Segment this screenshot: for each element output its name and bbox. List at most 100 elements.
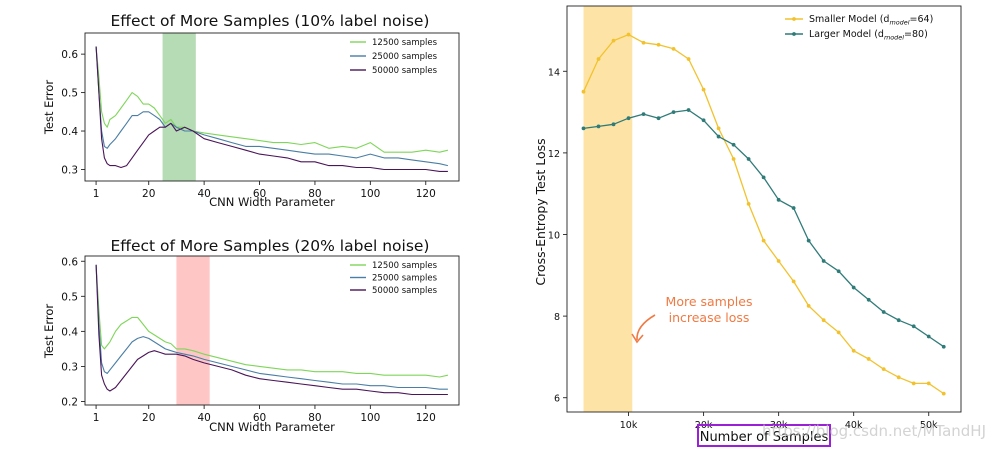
x-tick-label: 80 xyxy=(308,188,321,200)
data-point xyxy=(596,124,601,129)
x-tick-label: 10k xyxy=(620,420,638,431)
annotation-arrow xyxy=(636,314,656,341)
data-point xyxy=(746,157,751,161)
data-point xyxy=(926,381,931,386)
data-point xyxy=(716,134,721,139)
data-point xyxy=(641,40,646,45)
data-point xyxy=(776,197,781,202)
data-point xyxy=(851,348,856,353)
legend-label: 50000 samples xyxy=(372,66,438,76)
y-tick-label: 0.3 xyxy=(61,164,78,176)
data-point xyxy=(671,110,676,114)
legend-label: 25000 samples xyxy=(372,274,438,284)
y-tick-label: 0.4 xyxy=(61,326,78,338)
x-axis-label-box xyxy=(697,424,831,447)
x-axis-label: Number of Samples xyxy=(700,430,829,445)
y-axis-label: Test Error xyxy=(42,80,56,136)
data-point xyxy=(911,324,916,329)
data-point xyxy=(821,259,826,263)
y-tick-label: 0.3 xyxy=(61,361,78,373)
data-point xyxy=(731,157,736,161)
legend: 12500 samples 25000 samples 50000 samples xyxy=(350,261,438,296)
plot-frame xyxy=(566,5,962,413)
data-point xyxy=(581,89,586,94)
watermark: https://blog.csdn.net/MTandHJ xyxy=(762,422,986,440)
y-tick-label: 0.5 xyxy=(61,88,78,100)
data-point xyxy=(791,206,796,210)
data-point xyxy=(866,297,871,302)
x-tick-label: 80 xyxy=(308,412,321,424)
y-tick-label: 14 xyxy=(548,67,560,78)
panel-10pct-noise: Effect of More Samples (10% label noise)… xyxy=(42,12,460,209)
x-tick-layer: 1 20 40 60 80 100 120 xyxy=(93,181,436,200)
data-point xyxy=(941,344,946,349)
y-tick-label: 6 xyxy=(554,394,560,405)
data-point xyxy=(776,259,781,263)
highlight-band xyxy=(176,256,210,405)
y-tick-label: 8 xyxy=(554,312,560,323)
data-point xyxy=(701,118,706,123)
legend-label: 12500 samples xyxy=(372,38,438,48)
y-tick-label: 12 xyxy=(548,149,560,160)
y-tick-label: 0.4 xyxy=(61,126,78,138)
series-layer xyxy=(95,264,449,396)
data-point xyxy=(641,112,646,117)
data-point xyxy=(611,122,616,127)
data-point xyxy=(791,279,796,284)
annotation: More samples increase loss xyxy=(631,294,752,344)
data-point xyxy=(806,238,811,243)
x-tick-label: 40 xyxy=(197,412,210,424)
y-tick-label: 0.5 xyxy=(61,291,78,303)
highlight-band xyxy=(583,6,633,412)
legend-label: 25000 samples xyxy=(372,52,438,62)
annotation-line-2: increase loss xyxy=(669,310,750,325)
data-point xyxy=(926,334,931,339)
data-point xyxy=(941,391,946,396)
data-point xyxy=(806,304,811,308)
y-axis-label: Cross-Entropy Test Loss xyxy=(533,138,548,285)
chart-title: Effect of More Samples (10% label noise) xyxy=(111,12,430,30)
highlight-band xyxy=(162,33,196,181)
x-tick-layer: 1 20 40 60 80 100 120 xyxy=(93,405,436,424)
legend-marker xyxy=(792,17,796,21)
data-point xyxy=(896,375,901,380)
y-tick-label: 10 xyxy=(548,231,560,242)
legend: Smaller Model (dmodel=64) Larger Model (d… xyxy=(785,14,933,42)
series-line-2 xyxy=(95,46,448,172)
data-point xyxy=(851,285,856,290)
data-point xyxy=(656,116,661,121)
x-tick-label: 100 xyxy=(360,412,380,424)
y-tick-label: 0.6 xyxy=(61,49,78,61)
data-point xyxy=(611,38,616,43)
data-point xyxy=(686,108,691,112)
series-line-1 xyxy=(95,264,448,390)
x-tick-label: 1 xyxy=(93,412,100,424)
legend-label: Smaller Model (dmodel=64) xyxy=(809,14,933,27)
x-tick-label: 60 xyxy=(253,188,266,200)
x-tick-label: 1 xyxy=(93,188,100,200)
legend: 12500 samples 25000 samples 50000 samples xyxy=(350,38,438,76)
data-point xyxy=(761,175,766,180)
data-point xyxy=(761,238,766,243)
legend-marker xyxy=(792,32,796,36)
data-point xyxy=(731,142,736,147)
series-layer xyxy=(581,32,946,396)
data-point xyxy=(821,318,826,323)
annotation-arrowhead xyxy=(631,333,644,344)
y-tick-layer: 0.2 0.3 0.4 0.5 0.6 xyxy=(61,256,85,408)
data-point xyxy=(896,318,901,323)
data-point xyxy=(746,201,751,206)
data-point xyxy=(626,32,631,37)
data-point xyxy=(596,57,601,61)
series-line-0 xyxy=(95,264,449,378)
plot-frame xyxy=(84,255,460,406)
x-tick-label: 20 xyxy=(142,412,155,424)
data-point xyxy=(716,126,721,131)
x-tick-label: 40k xyxy=(845,420,863,431)
panel-20pct-noise: Effect of More Samples (20% label noise)… xyxy=(42,237,460,434)
x-tick-label: 120 xyxy=(416,412,436,424)
y-axis-label: Test Error xyxy=(42,304,56,360)
